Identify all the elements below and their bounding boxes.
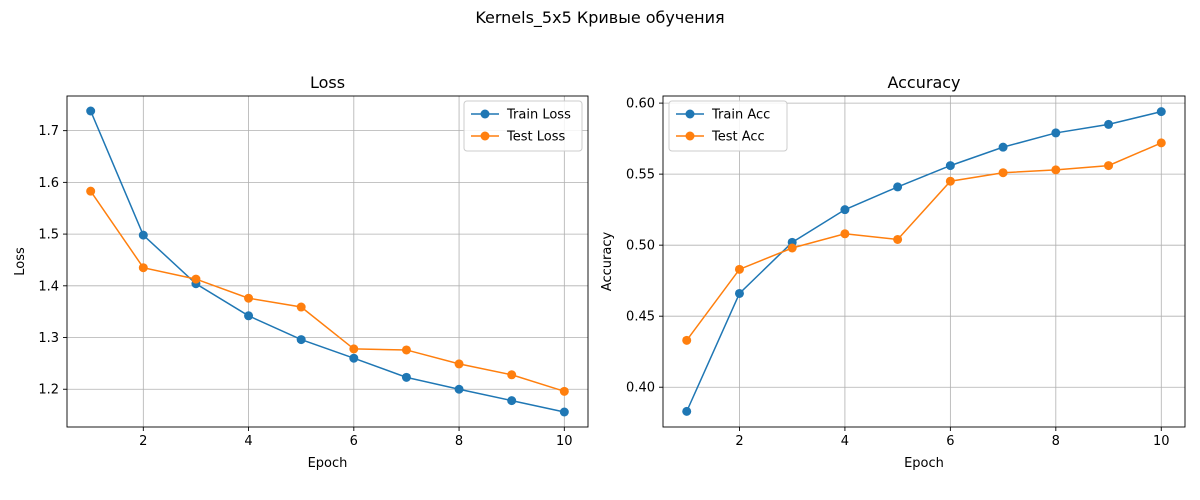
loss-line-test-loss <box>90 190 565 393</box>
accuracy-y-tick-label: 0.60 <box>626 97 655 112</box>
loss-y-tick-label: 1.7 <box>38 124 59 139</box>
accuracy-legend: Train Acc Test Acc <box>668 100 788 152</box>
accuracy-point-train-acc <box>1156 107 1166 117</box>
accuracy-point-test-acc <box>840 229 850 239</box>
accuracy-x-axis-label: Epoch <box>904 456 944 471</box>
accuracy-point-test-acc <box>1104 161 1114 171</box>
accuracy-point-train-acc <box>840 205 850 215</box>
accuracy-y-tick-label: 0.50 <box>626 239 655 254</box>
loss-y-tick-label: 1.3 <box>38 331 59 346</box>
loss-x-tick-label: 10 <box>556 434 573 449</box>
accuracy-y-tick-label: 0.45 <box>626 310 655 325</box>
loss-point-test-loss <box>244 293 254 303</box>
loss-x-axis-label: Epoch <box>308 456 348 471</box>
accuracy-series-train-acc <box>682 107 1166 416</box>
accuracy-point-test-acc <box>893 234 903 244</box>
loss-point-train-loss <box>349 353 359 363</box>
accuracy-y-axis-label: Accuracy <box>600 232 615 292</box>
accuracy-line-train-acc <box>686 110 1162 412</box>
loss-point-train-loss <box>244 311 254 321</box>
loss-y-tick-label: 1.6 <box>38 176 59 191</box>
loss-chart-title: Loss <box>310 73 345 92</box>
loss-legend-marker-test-loss <box>480 131 490 141</box>
loss-point-test-loss <box>559 386 569 396</box>
accuracy-chart-title: Accuracy <box>887 73 960 92</box>
loss-x-tick-label: 2 <box>139 434 147 449</box>
accuracy-legend-label-train-acc: Train Acc <box>711 108 770 123</box>
accuracy-point-train-acc <box>893 182 903 192</box>
accuracy-point-test-acc <box>682 335 692 345</box>
accuracy-point-train-acc <box>945 161 955 171</box>
loss-legend-marker-train-loss <box>480 109 490 119</box>
loss-axes-frame <box>66 95 589 428</box>
loss-point-test-loss <box>454 359 464 369</box>
accuracy-x-tick-label: 6 <box>946 434 954 449</box>
figure-suptitle: Kernels_5x5 Кривые обучения <box>475 8 725 27</box>
loss-y-tick-label: 1.4 <box>38 279 59 294</box>
accuracy-line-test-acc <box>686 142 1162 341</box>
accuracy-point-train-acc <box>682 406 692 416</box>
accuracy-point-test-acc <box>1051 165 1061 175</box>
accuracy-point-test-acc <box>1156 138 1166 148</box>
accuracy-x-tick-label: 2 <box>735 434 743 449</box>
loss-point-train-loss <box>86 106 96 116</box>
loss-y-axis-label: Loss <box>13 247 28 276</box>
accuracy-legend-marker-train-acc <box>685 109 695 119</box>
accuracy-x-tick-label: 8 <box>1052 434 1060 449</box>
loss-legend-label-train-loss: Train Loss <box>506 108 571 123</box>
loss-point-train-loss <box>454 384 464 394</box>
accuracy-axes-frame <box>662 95 1186 428</box>
loss-point-test-loss <box>507 370 517 380</box>
loss-x-tick-label: 8 <box>455 434 463 449</box>
loss-point-train-loss <box>296 335 306 345</box>
loss-point-test-loss <box>349 344 359 354</box>
loss-legend: Train Loss Test Loss <box>463 100 583 152</box>
accuracy-point-test-acc <box>998 168 1008 178</box>
accuracy-legend-label-test-acc: Test Acc <box>711 130 765 145</box>
loss-x-tick-label: 4 <box>244 434 252 449</box>
loss-x-tick-label: 6 <box>350 434 358 449</box>
loss-line-train-loss <box>89 110 565 413</box>
accuracy-point-test-acc <box>945 176 955 186</box>
loss-point-test-loss <box>138 263 148 273</box>
loss-y-tick-label: 1.5 <box>38 228 59 243</box>
accuracy-legend-marker-test-acc <box>685 131 695 141</box>
accuracy-y-tick-label: 0.55 <box>626 168 655 183</box>
accuracy-x-tick-label: 4 <box>841 434 849 449</box>
loss-series-test-loss <box>86 186 569 396</box>
accuracy-point-train-acc <box>998 142 1008 152</box>
loss-y-tick-label: 1.2 <box>38 383 59 398</box>
loss-legend-label-test-loss: Test Loss <box>506 130 565 145</box>
loss-point-test-loss <box>296 302 306 312</box>
loss-point-test-loss <box>86 186 96 196</box>
loss-point-test-loss <box>401 345 411 355</box>
accuracy-y-tick-label: 0.40 <box>626 381 655 396</box>
accuracy-series-test-acc <box>682 138 1166 345</box>
accuracy-point-test-acc <box>734 264 744 274</box>
loss-point-train-loss <box>559 407 569 417</box>
loss-point-test-loss <box>191 274 201 284</box>
accuracy-point-test-acc <box>787 243 797 253</box>
accuracy-x-tick-label: 10 <box>1153 434 1170 449</box>
loss-point-train-loss <box>401 372 411 382</box>
loss-point-train-loss <box>138 230 148 240</box>
accuracy-point-train-acc <box>734 288 744 298</box>
accuracy-point-train-acc <box>1104 119 1114 129</box>
loss-point-train-loss <box>507 396 517 406</box>
accuracy-point-train-acc <box>1051 128 1061 138</box>
